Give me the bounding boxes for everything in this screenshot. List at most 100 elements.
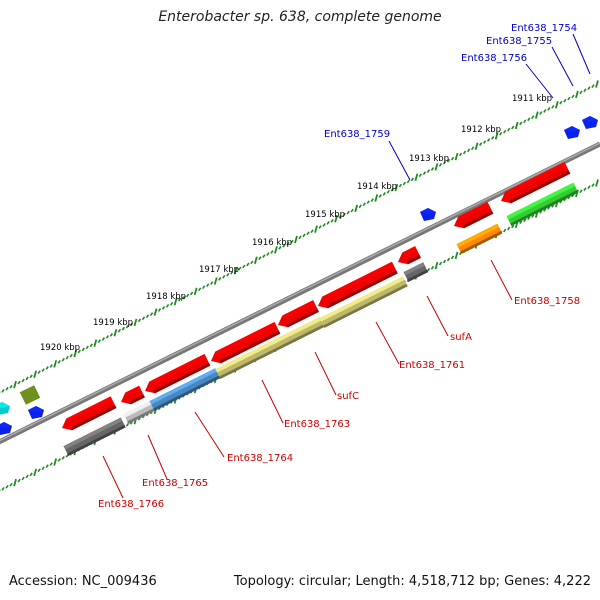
outer-track-tick [202, 285, 206, 290]
kbp-label: 1916 kbp [252, 238, 292, 248]
outer-track-tick [583, 88, 587, 93]
outer-track-tick [105, 335, 110, 339]
outer-track-tick [149, 312, 154, 317]
outer-track-tick [210, 281, 214, 285]
outer-track-tick [350, 208, 354, 213]
outer-track-tick [591, 84, 595, 88]
outer-track-tick [246, 262, 250, 267]
kbp-label: 1914 kbp [357, 182, 397, 192]
outer-track-tick [410, 177, 415, 182]
inner-track-tick [21, 476, 25, 481]
inner-track-tick [49, 462, 53, 466]
outer-track-tick [394, 183, 399, 192]
gene-label: Ent638_1758 [514, 296, 580, 307]
outer-track-tick [402, 181, 407, 186]
outer-track-tick [306, 231, 310, 236]
outer-track-tick [575, 90, 579, 99]
cds-sufA-shadow [406, 254, 421, 265]
cds-1761-shadow [326, 270, 398, 309]
outer-track-tick [278, 245, 282, 250]
outer-track-tick [254, 256, 258, 264]
outer-track-tick [226, 272, 230, 277]
outer-track-tick [318, 225, 322, 229]
outer-track-tick [547, 107, 551, 111]
inner-track-tick [446, 257, 451, 262]
inner-track-tick [507, 226, 511, 231]
marker-edge-cyan-highlight [0, 402, 10, 408]
orange-feature-1758-highlight [456, 223, 500, 248]
outer-track-tick [290, 239, 294, 244]
outer-track-tick [559, 100, 563, 105]
outer-track-tick [507, 127, 511, 132]
cds-sufA-highlight [402, 246, 418, 257]
outer-track-tick [233, 266, 238, 275]
outer-track-tick [125, 324, 130, 329]
feature-layer [0, 116, 598, 456]
outer-track-tick [45, 366, 49, 370]
outer-track-tick [438, 162, 443, 167]
gene-label: Ent638_1765 [142, 478, 208, 489]
outer-track-tick [274, 246, 278, 254]
gene-label: Ent638_1764 [227, 453, 293, 464]
outer-track-tick [406, 179, 411, 184]
outer-track-tick [511, 125, 515, 130]
outer-track-tick [539, 111, 543, 115]
outer-track-tick [595, 80, 599, 88]
genome-backbone [0, 141, 600, 445]
leader-line-4 [490, 259, 513, 301]
outer-track-tick [41, 368, 45, 372]
gene-label: Ent638_1759 [324, 129, 390, 140]
cds-1766-highlight [66, 396, 113, 423]
marker-left-blue-highlight [28, 406, 44, 412]
outer-track-tick [77, 349, 81, 354]
outer-track-tick [69, 353, 73, 358]
leader-line-0 [572, 33, 591, 75]
marker-olive [19, 385, 41, 405]
outer-track-tick [286, 241, 290, 246]
outer-track-tick [334, 215, 338, 223]
outer-track-tick [266, 252, 270, 256]
olive-feature-1763-shadow [219, 324, 325, 379]
outer-track-tick [571, 94, 575, 99]
inner-track-tick [519, 220, 523, 225]
kbp-label: 1915 kbp [305, 210, 345, 220]
inner-track-tick [503, 228, 507, 233]
inner-track-tick [5, 484, 9, 489]
outer-track-tick [491, 136, 495, 140]
olive-feature-1763 [215, 317, 325, 379]
outer-track-tick [462, 150, 467, 155]
inner-track-tick [587, 185, 591, 189]
inner-track-tick [61, 456, 65, 460]
outer-track-tick [366, 200, 370, 205]
outer-track-tick [527, 117, 531, 122]
outer-track-tick [442, 160, 447, 165]
outer-track-tick [430, 167, 435, 171]
outer-track-tick [330, 218, 334, 223]
outer-track-tick [193, 287, 198, 296]
outer-track-tick [21, 378, 25, 383]
outer-track-tick [362, 202, 366, 207]
gene-label: Ent638_1755 [486, 36, 552, 47]
orange-feature-1758-shadow [460, 231, 503, 254]
outer-track-tick [53, 360, 58, 368]
outer-track-tick [354, 204, 359, 213]
gene-labels: Ent638_1754 Ent638_1755 Ent638_1756 Ent638_… [98, 23, 580, 510]
leader-line-2 [525, 63, 554, 99]
gene-label: sufA [450, 332, 472, 343]
map-title: Enterobacter sp. 638, complete genome [158, 9, 442, 25]
olive-feature-sufC-highlight [319, 276, 405, 322]
outer-track-tick [37, 370, 41, 375]
outer-track-tick [5, 386, 9, 391]
cds-1764-highlight [149, 353, 207, 386]
lightgray-feature-1765-highlight [123, 401, 152, 418]
outer-track-tick [298, 235, 302, 240]
outer-track-tick [117, 328, 122, 333]
outer-track-tick [1, 388, 5, 393]
inner-track-tick [543, 208, 547, 212]
outer-track-tick [310, 229, 314, 234]
green-feature-1757-shadow [510, 190, 579, 226]
olive-feature-sufC-shadow [323, 283, 408, 328]
outer-track-tick [206, 283, 210, 287]
outer-track-tick [346, 210, 350, 215]
inner-track-tick [527, 216, 531, 220]
